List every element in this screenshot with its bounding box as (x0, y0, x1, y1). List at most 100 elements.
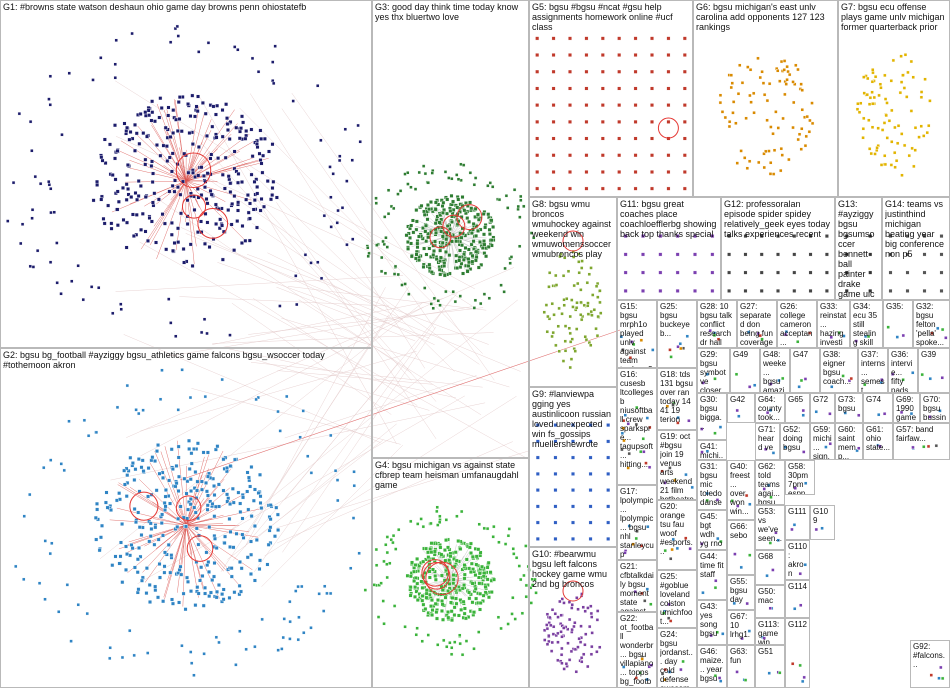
node (240, 516, 245, 521)
node (243, 136, 248, 141)
group-panel: G32: bgsu felton 'pella' spoke... (913, 300, 950, 348)
node (22, 514, 26, 518)
node (239, 126, 243, 131)
edge (220, 286, 409, 572)
node (149, 219, 154, 224)
node (203, 585, 207, 590)
node (240, 180, 244, 184)
node (319, 138, 323, 143)
group-panel: G62: told teams agai... bgsu (755, 460, 785, 505)
node (348, 566, 353, 570)
node (208, 499, 213, 504)
node (109, 221, 114, 226)
node (351, 237, 355, 241)
node (124, 494, 129, 499)
node (138, 112, 143, 116)
node (328, 591, 333, 596)
node (237, 583, 242, 588)
node (94, 537, 99, 542)
node (487, 232, 492, 237)
node (148, 600, 152, 604)
node (187, 438, 191, 443)
node (30, 208, 35, 212)
node (102, 137, 107, 142)
group-label: G1: #browns state watson deshaun ohio ga… (3, 2, 307, 12)
node (99, 56, 103, 60)
node (270, 186, 275, 191)
group-label: G8: bgsu wmu broncos wmuhockey against w… (532, 199, 612, 259)
node (189, 451, 194, 456)
edge (185, 154, 196, 182)
node (221, 457, 226, 462)
node (240, 223, 245, 228)
node (86, 434, 91, 438)
node (125, 173, 130, 178)
node (296, 584, 300, 589)
node (258, 500, 263, 505)
node (259, 161, 264, 166)
node (165, 159, 170, 163)
group-panel: G51 (755, 645, 785, 688)
node (276, 409, 280, 414)
node (161, 475, 165, 480)
node (162, 564, 167, 569)
node (190, 142, 195, 147)
node (343, 127, 348, 131)
edge (282, 326, 437, 553)
node (189, 461, 194, 466)
node (190, 93, 195, 98)
node (235, 219, 240, 224)
node (188, 242, 193, 247)
node (205, 450, 210, 455)
node (178, 192, 183, 197)
edge (115, 275, 404, 292)
edge (185, 180, 246, 242)
node (215, 103, 220, 108)
node (211, 104, 216, 109)
node (252, 487, 257, 492)
node (164, 144, 169, 149)
node (252, 524, 257, 529)
node (345, 179, 349, 183)
node (300, 584, 304, 589)
group-panel: G22: ot_football wonderbr... bgsu villap… (617, 612, 657, 688)
node (59, 292, 63, 296)
node (125, 473, 130, 478)
node (179, 129, 184, 134)
edge (185, 180, 197, 247)
node (189, 661, 194, 665)
node (294, 274, 298, 278)
group-label: G55: bgsu day (730, 577, 748, 604)
edge (173, 99, 187, 182)
group-panel: G109 (810, 505, 835, 540)
group-label: G4: bgsu michigan vs against state cfbre… (375, 460, 519, 490)
node (246, 210, 251, 215)
node (229, 222, 234, 227)
node (150, 455, 155, 460)
node (111, 311, 115, 316)
node (162, 570, 167, 575)
node (345, 242, 349, 247)
node (252, 198, 257, 203)
node (216, 156, 221, 161)
node (259, 506, 264, 511)
node (135, 570, 140, 575)
node (59, 462, 63, 466)
node (194, 526, 199, 531)
group-label: G22: ot_football wonderbr... bgsu villap… (620, 614, 654, 687)
node (164, 247, 169, 252)
group-panel: G46: maize... year bgsu (697, 645, 727, 688)
node (199, 330, 204, 335)
node (170, 467, 175, 471)
node (185, 479, 190, 484)
node (232, 590, 237, 595)
node (170, 597, 174, 602)
group-label: G31: bgsu mic toledo danse... (700, 462, 722, 509)
group-panel: G72 (810, 393, 835, 423)
node (189, 489, 194, 494)
node (356, 123, 360, 128)
group-label: G67: 10 lrhg1... bgsu (730, 612, 751, 645)
node (104, 490, 109, 495)
group-panel: G33: reinstat... hazing investig... bgsu (817, 300, 850, 348)
node (95, 507, 100, 512)
